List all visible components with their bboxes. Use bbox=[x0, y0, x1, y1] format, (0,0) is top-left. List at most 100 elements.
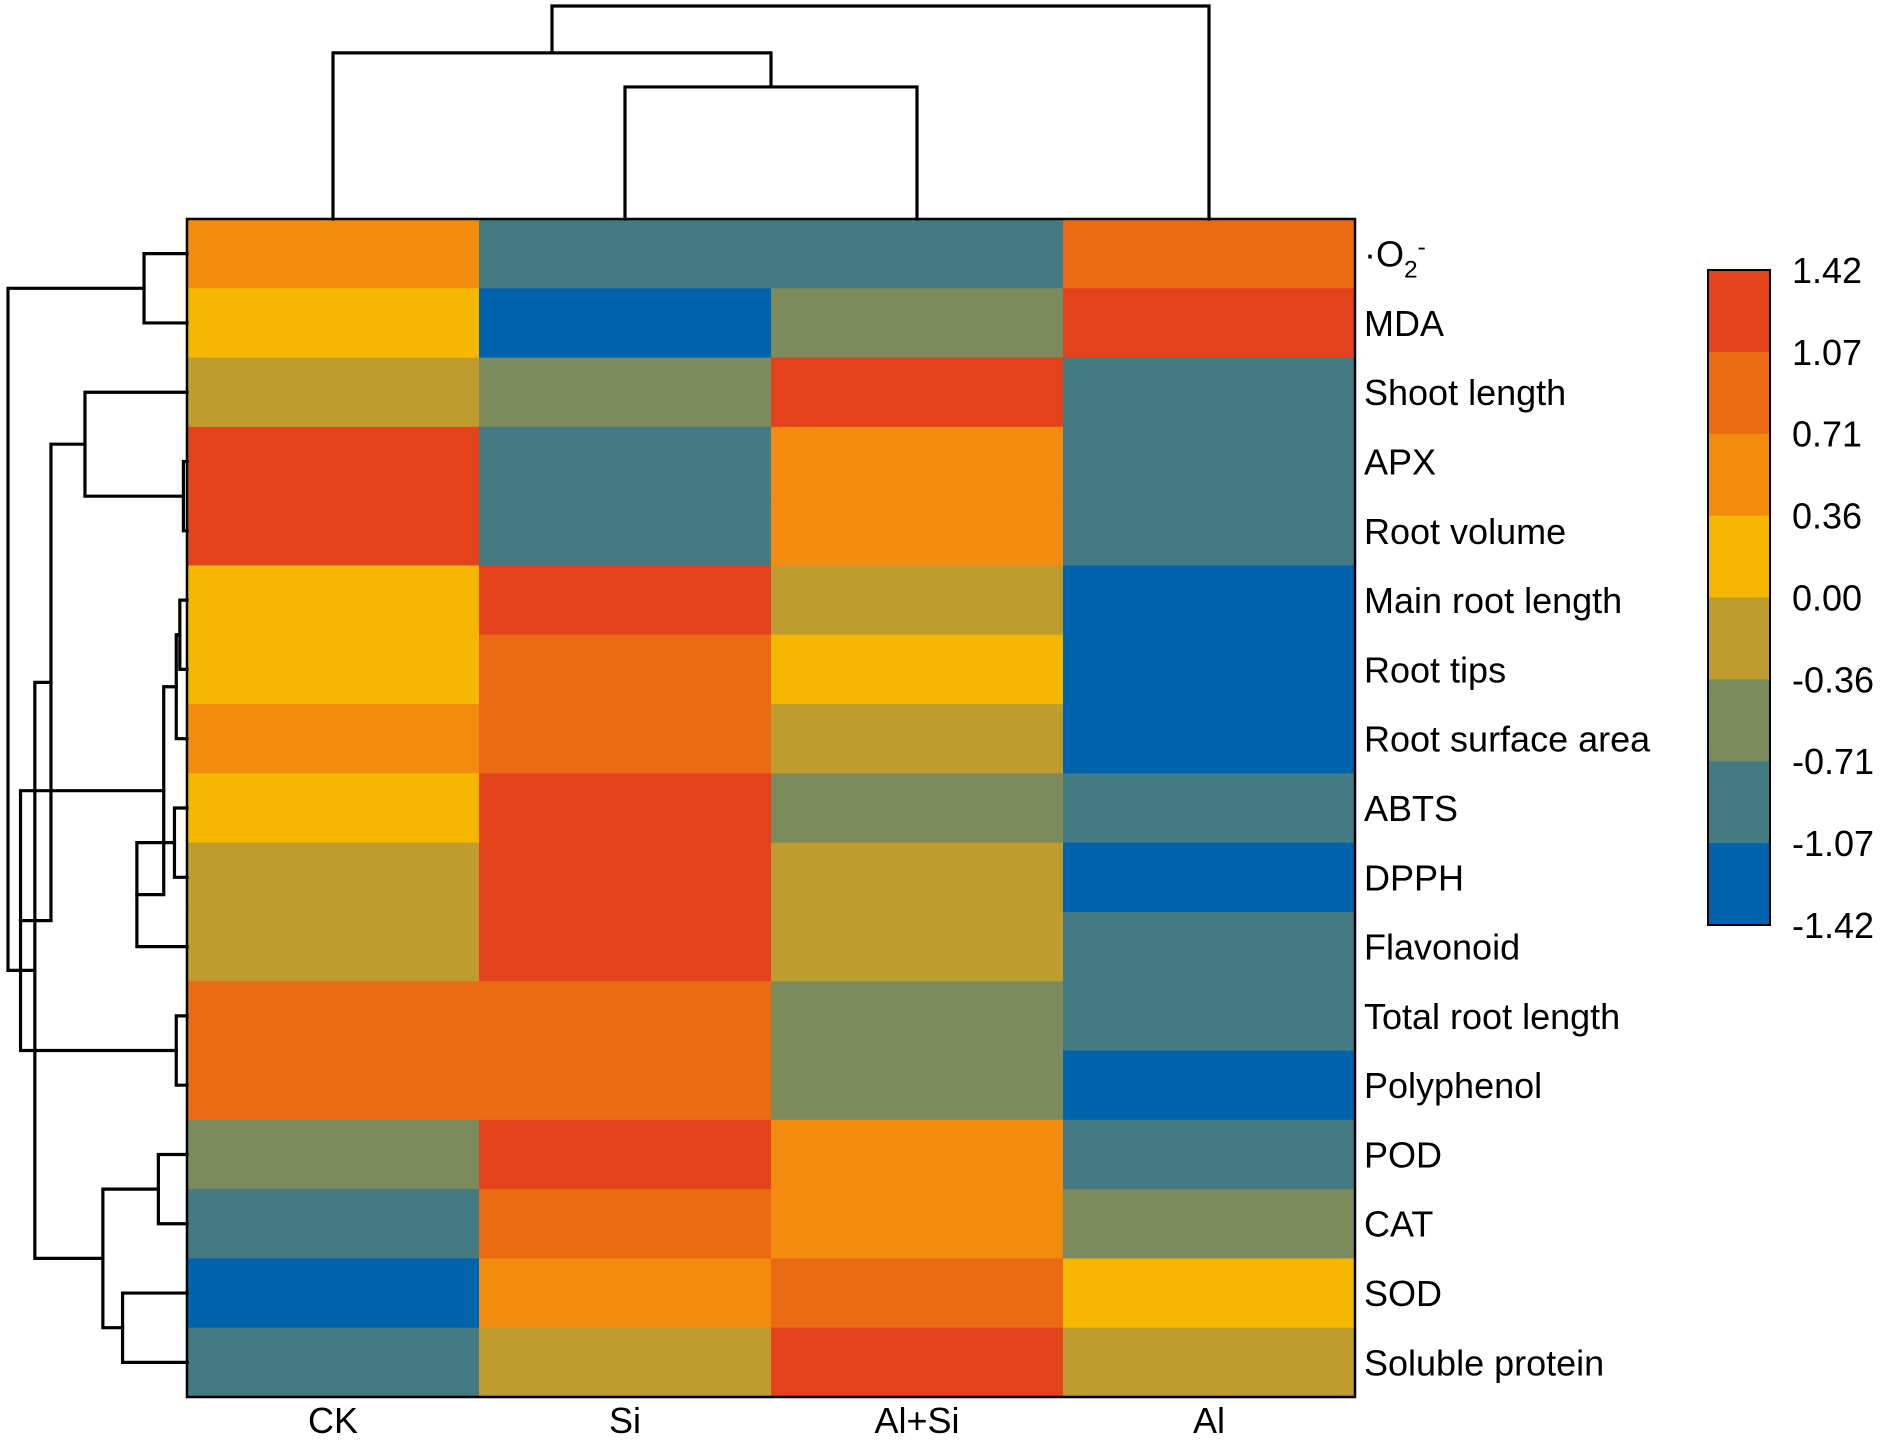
row-label: Polyphenol bbox=[1364, 1065, 1542, 1106]
heatmap-cells bbox=[187, 219, 1356, 1398]
row-label: Root surface area bbox=[1364, 719, 1651, 760]
row-label: DPPH bbox=[1364, 857, 1464, 898]
color-scale-swatch bbox=[1708, 679, 1770, 762]
column-label: CK bbox=[308, 1400, 358, 1441]
color-scale-label: -1.42 bbox=[1792, 905, 1874, 946]
row-dendrogram-branch bbox=[33, 680, 105, 1261]
heatmap-cell bbox=[187, 1327, 480, 1398]
heatmap-cell bbox=[1063, 911, 1356, 982]
heatmap-cell bbox=[479, 704, 772, 774]
heatmap-cell bbox=[1063, 565, 1356, 636]
row-label: APX bbox=[1364, 441, 1436, 482]
color-scale-swatch bbox=[1708, 761, 1770, 844]
heatmap-cell bbox=[187, 704, 480, 774]
heatmap-cell bbox=[1063, 773, 1356, 844]
column-label: Al+Si bbox=[874, 1400, 959, 1441]
row-label: Main root length bbox=[1364, 580, 1622, 621]
heatmap-cell bbox=[1063, 288, 1356, 359]
row-label: Root tips bbox=[1364, 649, 1506, 690]
row-label: Shoot length bbox=[1364, 372, 1566, 413]
column-label: Al bbox=[1193, 1400, 1225, 1441]
color-scale-swatch bbox=[1708, 351, 1770, 435]
row-dendrogram-branch bbox=[101, 1187, 160, 1330]
heatmap-cell bbox=[1063, 219, 1356, 289]
heatmap-cell bbox=[479, 634, 772, 705]
column-dendrogram bbox=[331, 4, 1211, 221]
heatmap-cell bbox=[479, 981, 772, 1052]
row-dendrogram-branch bbox=[174, 633, 189, 741]
heatmap-cell bbox=[187, 565, 480, 636]
row-label: ABTS bbox=[1364, 788, 1458, 829]
color-scale-swatch bbox=[1708, 515, 1770, 599]
heatmap-cell bbox=[771, 1050, 1064, 1121]
heatmap-cell bbox=[479, 426, 772, 497]
row-dendrogram-branch bbox=[156, 1152, 189, 1226]
heatmap-cell bbox=[1063, 357, 1356, 428]
heatmap-cell bbox=[479, 1327, 772, 1398]
heatmap-cell bbox=[1063, 1327, 1356, 1398]
heatmap-cell bbox=[771, 704, 1064, 774]
color-scale-swatch bbox=[1708, 597, 1770, 680]
heatmap-cell bbox=[771, 219, 1064, 289]
heatmap-cell bbox=[187, 288, 480, 359]
row-dendrogram-branch bbox=[142, 252, 189, 325]
heatmap-cell bbox=[479, 1050, 772, 1121]
row-label: ·O2- bbox=[1364, 234, 1426, 284]
column-dendrogram-branch bbox=[550, 4, 1211, 221]
color-scale-frame bbox=[1707, 269, 1771, 926]
heatmap-cell bbox=[187, 911, 480, 982]
heatmap-cell bbox=[479, 911, 772, 982]
heatmap-cell bbox=[771, 1119, 1064, 1190]
heatmap-cell bbox=[479, 1119, 772, 1190]
color-scale-swatch bbox=[1708, 433, 1770, 517]
heatmap-cell bbox=[187, 357, 480, 428]
heatmap-cell bbox=[1063, 704, 1356, 774]
row-label: CAT bbox=[1364, 1204, 1433, 1245]
heatmap-cell bbox=[771, 496, 1064, 567]
color-scale-label: -0.36 bbox=[1792, 659, 1874, 700]
color-scale-label: 0.71 bbox=[1792, 414, 1862, 455]
heatmap-cell bbox=[1063, 426, 1356, 497]
row-label: POD bbox=[1364, 1134, 1442, 1175]
heatmap-cell bbox=[479, 1258, 772, 1329]
heatmap-cell bbox=[771, 565, 1064, 636]
color-scale-swatch bbox=[1708, 843, 1770, 926]
color-scale-label: 0.36 bbox=[1792, 496, 1862, 537]
heatmap-cell bbox=[771, 1327, 1064, 1398]
row-label: Root volume bbox=[1364, 511, 1566, 552]
heatmap-cell bbox=[1063, 1189, 1356, 1260]
heatmap-cell bbox=[771, 981, 1064, 1052]
heatmap-cell bbox=[1063, 1258, 1356, 1329]
heatmap-cell bbox=[479, 219, 772, 289]
heatmap-cell bbox=[187, 219, 480, 289]
heatmap-cell bbox=[187, 1189, 480, 1260]
heatmap-cell bbox=[1063, 1119, 1356, 1190]
row-dendrogram-branch bbox=[18, 442, 87, 923]
heatmap-cell bbox=[479, 842, 772, 913]
heatmap-cell bbox=[187, 426, 480, 497]
heatmap-cell bbox=[1063, 1050, 1356, 1121]
heatmap-cell bbox=[479, 565, 772, 636]
heatmap-cell bbox=[479, 773, 772, 844]
color-scale-swatch bbox=[1708, 270, 1770, 353]
heatmap-cell bbox=[187, 842, 480, 913]
heatmap-cell bbox=[771, 842, 1064, 913]
heatmap-cell bbox=[771, 357, 1064, 428]
row-dendrogram-branch bbox=[83, 390, 189, 498]
heatmap-cell bbox=[479, 288, 772, 359]
heatmap-cell bbox=[771, 1258, 1064, 1329]
heatmap-cell bbox=[479, 357, 772, 428]
color-scale-label: 0.00 bbox=[1792, 577, 1862, 618]
heatmap-cell bbox=[187, 981, 480, 1052]
heatmap-cell bbox=[771, 1189, 1064, 1260]
heatmap-cell bbox=[1063, 981, 1356, 1052]
row-dendrogram bbox=[6, 252, 189, 1364]
color-scale-label: -1.07 bbox=[1792, 823, 1874, 864]
row-label: MDA bbox=[1364, 303, 1444, 344]
color-scale-label: -0.71 bbox=[1792, 741, 1874, 782]
heatmap-cell bbox=[1063, 496, 1356, 567]
heatmap-cell bbox=[187, 1119, 480, 1190]
row-label: SOD bbox=[1364, 1273, 1442, 1314]
heatmap-cell bbox=[479, 1189, 772, 1260]
